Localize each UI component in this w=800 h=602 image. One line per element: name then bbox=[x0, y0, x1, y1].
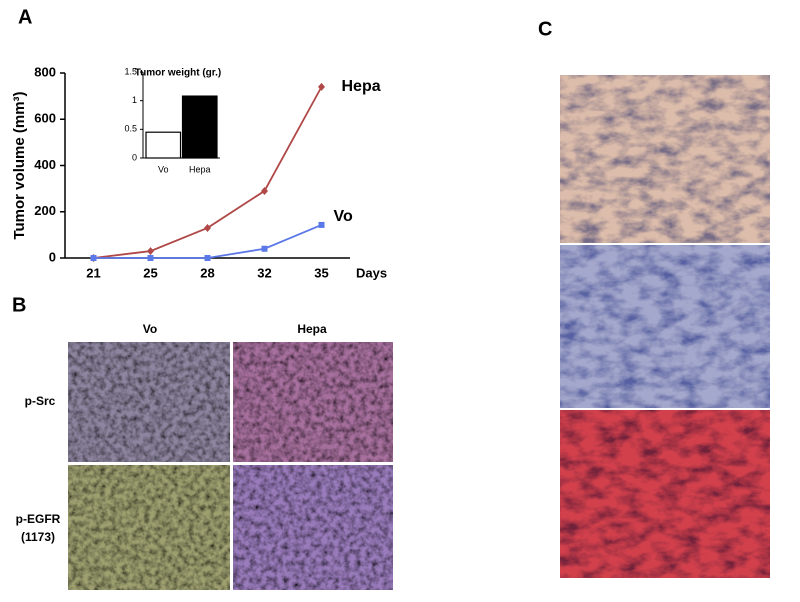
x-tick-label: 25 bbox=[143, 265, 157, 280]
point bbox=[261, 186, 268, 195]
y-tick-label: 200 bbox=[34, 203, 56, 218]
y-tick-label: 800 bbox=[34, 64, 56, 79]
panel-letter: B bbox=[12, 294, 26, 316]
point bbox=[318, 82, 325, 91]
row-label: p-EGFR bbox=[16, 512, 61, 526]
x-tick-label: Hepa bbox=[189, 164, 211, 174]
x-tick-label: 28 bbox=[200, 265, 214, 280]
chart-title: Tumor weight (gr.) bbox=[135, 68, 221, 79]
series-label: Hepa bbox=[342, 78, 381, 95]
micrograph bbox=[560, 245, 770, 408]
y-tick-label: 600 bbox=[34, 111, 56, 126]
point bbox=[261, 245, 268, 252]
point bbox=[90, 255, 97, 261]
y-tick-label: 0 bbox=[132, 152, 137, 162]
x-tick-label: 32 bbox=[257, 265, 271, 280]
point bbox=[147, 255, 154, 261]
column-label: Vo bbox=[143, 322, 157, 336]
x-tick-label: 21 bbox=[86, 265, 100, 280]
y-tick-label: 0 bbox=[49, 249, 56, 264]
y-tick-label: 400 bbox=[34, 157, 56, 172]
micrograph bbox=[233, 465, 393, 590]
y-axis-label: Tumor volume (mm³) bbox=[11, 91, 28, 239]
panel-letter: A bbox=[18, 6, 32, 28]
panel-letter: C bbox=[538, 18, 552, 40]
y-tick-label: 1.5 bbox=[124, 66, 137, 76]
x-tick-label: 35 bbox=[314, 265, 328, 280]
y-tick-label: 1 bbox=[132, 95, 137, 105]
x-axis-label: Days bbox=[356, 265, 387, 280]
bar bbox=[145, 131, 182, 159]
row-label: (1173) bbox=[21, 530, 55, 544]
x-tick-label: Vo bbox=[158, 164, 169, 174]
micrograph bbox=[560, 75, 770, 243]
point bbox=[204, 255, 211, 261]
micrograph bbox=[68, 342, 230, 462]
point bbox=[204, 223, 211, 232]
column-label: Hepa bbox=[297, 322, 327, 336]
point bbox=[147, 247, 154, 256]
micrograph bbox=[233, 342, 393, 462]
micrograph bbox=[68, 465, 230, 590]
micrograph bbox=[560, 410, 770, 578]
point bbox=[318, 221, 325, 228]
y-tick-label: 0.5 bbox=[124, 124, 137, 134]
row-label: p-Src bbox=[25, 394, 56, 408]
series-label: Vo bbox=[334, 208, 353, 225]
bar bbox=[181, 95, 218, 159]
